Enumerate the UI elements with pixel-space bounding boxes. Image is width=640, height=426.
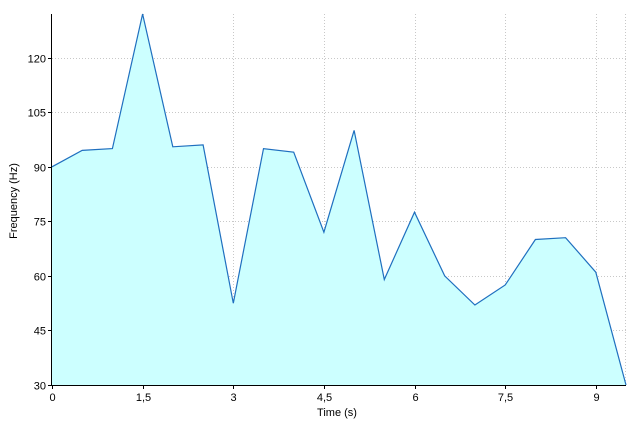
y-tick-label: 60 [34, 272, 46, 284]
x-tick-label: 4,5 [317, 392, 332, 404]
data-point [81, 149, 84, 152]
x-tick-label: 1,5 [136, 392, 151, 404]
series-line [51, 13, 627, 386]
label-layer: 0 1,5 3 4,5 6 7,5 9 30 45 60 75 90 105 120 [28, 54, 600, 405]
y-axis-title: Frequency (Hz) [8, 163, 20, 239]
area-layer [51, 13, 627, 386]
data-point [564, 236, 567, 239]
data-point [111, 147, 114, 150]
y-tick-label: 75 [34, 217, 46, 229]
data-point [413, 211, 416, 214]
x-tick-label: 9 [593, 392, 599, 404]
data-point [322, 231, 325, 234]
data-point [262, 147, 265, 150]
data-point [232, 302, 235, 305]
data-point [383, 278, 386, 281]
x-axis-title: Time (s) [317, 407, 357, 419]
x-tick-label: 7,5 [498, 392, 513, 404]
data-point [141, 13, 144, 16]
data-point [504, 284, 507, 287]
data-point [534, 238, 537, 241]
y-tick-label: 120 [28, 54, 46, 66]
axis-layer [48, 14, 626, 389]
area-fill [52, 14, 626, 385]
data-point [473, 304, 476, 307]
y-tick-label: 45 [34, 326, 46, 338]
x-tick-label: 0 [49, 392, 55, 404]
data-point [292, 151, 295, 154]
y-tick-label: 30 [34, 381, 46, 393]
data-point [171, 145, 174, 148]
y-tick-label: 105 [28, 108, 46, 120]
data-point [594, 271, 597, 274]
data-point [443, 274, 446, 277]
x-tick-label: 6 [412, 392, 418, 404]
x-tick-label: 3 [230, 392, 236, 404]
data-point [202, 143, 205, 146]
y-tick-label: 90 [34, 163, 46, 175]
data-point [353, 129, 356, 132]
